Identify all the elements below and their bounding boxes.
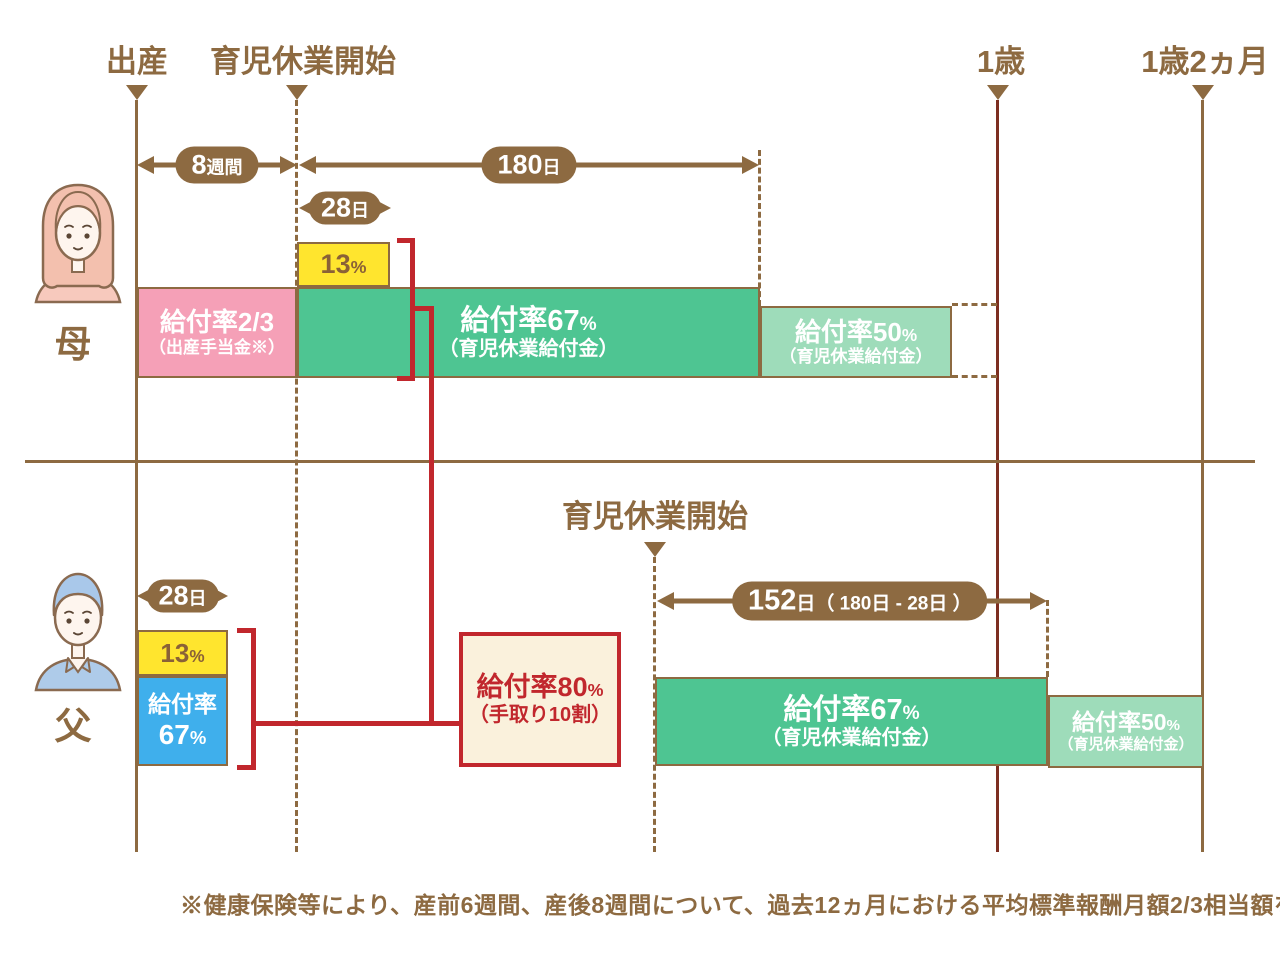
father-connector-horizontal (256, 721, 459, 726)
duration-arrow-180days: 180 日 (299, 146, 759, 184)
duration-arrow-28days-mother: 28 日 (299, 191, 391, 225)
timeline-label-birth: 出産 (106, 44, 168, 79)
father-rate67-first-box: 給付率 67% (137, 676, 228, 766)
arrowhead-right-icon (742, 156, 759, 174)
father-bracket-bottom (237, 765, 256, 770)
guide-dash-extension-bottom (952, 375, 997, 378)
duration-arrow-8weeks: 8 週間 (137, 146, 297, 184)
timeline-line-birth (135, 100, 138, 852)
rate50-sub: （育児休業給付金） (1058, 736, 1194, 754)
timeline-label-leave-start-father: 育児休業開始 (562, 499, 748, 534)
mother-rate67-box: 給付率67% （育児休業給付金） (297, 287, 760, 378)
rate67-sub: （育児休業給付金） (438, 337, 619, 360)
father-avatar-icon (34, 572, 122, 692)
timeline-line-leave-start-mother (295, 100, 298, 852)
rate67-first-line2: 67% (158, 719, 207, 751)
mother-bracket-side (410, 238, 415, 381)
timeline-line-age1y2m (1201, 100, 1204, 852)
duration-pill-180days: 180 日 (481, 146, 577, 184)
duration-pill-28days-father: 28 日 (146, 579, 219, 613)
father-row-label: 父 (54, 706, 92, 747)
rate50-sub: （育児休業給付金） (779, 347, 933, 367)
father-bracket-top (237, 628, 256, 633)
timeline-label-leave-start-mother: 育児休業開始 (210, 44, 396, 79)
rate80-sub: （手取り10割） (468, 703, 612, 726)
arrowhead-right-icon (280, 156, 297, 174)
timeline-label-age1y2m: 1歳2ヵ月 (1141, 44, 1269, 79)
mother-bonus-13pct-box: 13% (297, 242, 390, 287)
timeline-marker-triangle-icon (987, 85, 1009, 100)
mother-rate50-box: 給付率50% （育児休業給付金） (760, 306, 952, 378)
father-bonus-13pct-box: 13% (137, 630, 228, 676)
rate50-title: 給付率50% (794, 316, 918, 347)
maternity-rate-title: 給付率2/3 (159, 307, 275, 338)
duration-arrow-28days-father: 28 日 (137, 579, 228, 613)
timeline-line-age1 (996, 100, 999, 852)
rate67-title: 給付率67% (783, 693, 920, 726)
rate67-first-line1: 給付率 (148, 690, 217, 717)
father-rate67-box: 給付率67% （育児休業給付金） (655, 677, 1048, 766)
father-rate50-box: 給付率50% （育児休業給付金） (1048, 695, 1204, 768)
father-bracket-side (251, 628, 256, 770)
rows-divider (25, 460, 1255, 463)
duration-pill-28days-mother: 28 日 (308, 191, 382, 225)
guide-dash-extension-top (952, 303, 997, 306)
duration-pill-152days: 152 日（ 180日 - 28日 ） (731, 581, 988, 621)
rate67-sub: （育児休業給付金） (761, 726, 942, 749)
arrowhead-right-icon (1030, 592, 1047, 610)
bonus-13pct-value: 13% (160, 637, 205, 668)
duration-pill-8weeks: 8 週間 (175, 146, 259, 184)
mother-connector-horizontal (413, 306, 434, 311)
connector-vertical (429, 306, 434, 726)
timeline-label-age1: 1歳 (976, 44, 1026, 79)
mother-bracket-bottom (397, 376, 415, 381)
timeline-marker-triangle-icon (286, 85, 308, 100)
arrowhead-left-icon (299, 156, 316, 174)
mother-bracket-top (397, 238, 415, 243)
rate50-title: 給付率50% (1071, 709, 1181, 736)
guide-dash-180days-end (758, 150, 761, 306)
mother-maternity-allowance-box: 給付率2/3 （出産手当金※） (137, 287, 297, 378)
mother-row-label: 母 (54, 324, 92, 365)
timeline-marker-triangle-icon (644, 542, 666, 557)
rate67-title: 給付率67% (460, 304, 597, 337)
rate80-title: 給付率80% (476, 671, 604, 702)
timeline-marker-triangle-icon (1192, 85, 1214, 100)
timeline-line-leave-start-father (653, 557, 656, 852)
arrowhead-left-icon (657, 592, 674, 610)
bonus-13pct-value: 13% (320, 248, 367, 279)
arrowhead-left-icon (137, 156, 154, 174)
mother-avatar-icon (34, 183, 122, 304)
footnote-text: ※健康保険等により、産前6週間、産後8週間について、過去12ヵ月における平均標準… (180, 892, 1280, 918)
timeline-marker-triangle-icon (126, 85, 148, 100)
duration-arrow-152days: 152 日（ 180日 - 28日 ） (657, 580, 1047, 622)
guide-dash-152days-end (1046, 600, 1049, 677)
father-rate80-box: 給付率80% （手取り10割） (459, 632, 621, 767)
maternity-rate-sub: （出産手当金※） (149, 337, 285, 357)
